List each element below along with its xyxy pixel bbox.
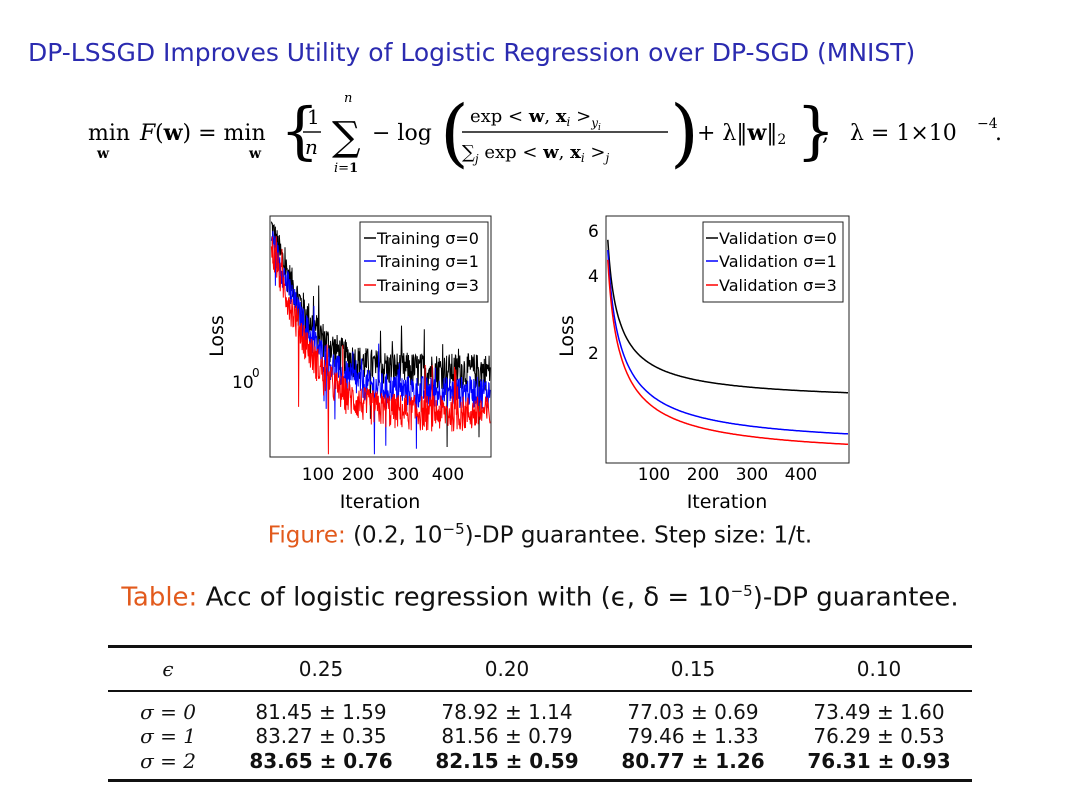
figure-caption-label: Figure: <box>267 522 346 549</box>
table-row: σ = 2 83.65 ± 0.76 82.15 ± 0.59 80.77 ± … <box>108 748 972 782</box>
training-xtick-400: 400 <box>432 465 464 485</box>
validation-ytick-2: 2 <box>588 344 599 364</box>
objective-formula: min w F (w) = min w { 1 n n ∑ i=1 − log … <box>0 88 1080 188</box>
training-xtick-200: 200 <box>342 465 374 485</box>
figure-caption-text-b: )-DP guarantee. Step size: 1/t. <box>464 522 813 549</box>
svg-text:min: min <box>88 121 130 146</box>
table-cell: 73.49 ± 1.60 <box>813 699 945 724</box>
training-plot-svg: Training σ=0 Training σ=1 Training σ=3 1… <box>206 215 492 513</box>
header-col-1: 0.25 <box>228 645 414 692</box>
svg-text:∑: ∑ <box>332 114 361 160</box>
svg-text:): ) <box>670 90 699 176</box>
training-ylabel: Loss <box>206 315 228 357</box>
table-cell-bold: 76.31 ± 0.93 <box>786 748 972 782</box>
training-loss-plot: Training σ=0 Training σ=1 Training σ=3 1… <box>200 208 500 522</box>
svg-text:{: { <box>280 94 319 167</box>
header-col-2: 0.20 <box>414 645 600 692</box>
table-header-row: ϵ 0.25 0.20 0.15 0.10 <box>108 645 972 692</box>
validation-ytick-6: 6 <box>588 222 599 242</box>
row-label: σ = 0 <box>140 699 196 724</box>
table-cell: 81.56 ± 0.79 <box>441 724 573 748</box>
training-legend: Training σ=0 Training σ=1 Training σ=3 <box>359 221 489 303</box>
svg-text:(w) = min: (w) = min <box>155 120 266 146</box>
svg-text:w: w <box>248 146 262 162</box>
validation-legend-box <box>702 221 844 303</box>
header-col-4: 0.10 <box>786 645 972 692</box>
table-cell-bold: 80.77 ± 1.26 <box>600 748 786 782</box>
svg-text:}: } <box>796 94 835 167</box>
table-cell: 76.29 ± 0.53 <box>813 724 945 748</box>
figure-caption-exp: −5 <box>442 520 465 538</box>
validation-series-line-2 <box>607 259 848 446</box>
validation-plot-svg: Validation σ=0 Validation σ=1 Validation… <box>556 215 850 513</box>
table-caption-text-b: )-DP guarantee. <box>752 582 959 613</box>
table-cell: 79.46 ± 1.33 <box>627 724 759 748</box>
table-caption-exp: −5 <box>730 582 753 600</box>
table-cell: 81.45 ± 1.59 <box>255 699 387 724</box>
validation-xtick-200: 200 <box>687 465 719 485</box>
table-caption-label: Table: <box>121 582 198 613</box>
legend-training-sigma3: Training σ=3 <box>376 276 479 295</box>
validation-ylabel: Loss <box>556 315 578 357</box>
svg-text:i=1: i=1 <box>334 161 358 176</box>
training-legend-box <box>359 221 489 303</box>
training-xtick-100: 100 <box>302 465 334 485</box>
training-xlabel: Iteration <box>340 491 421 513</box>
svg-text:F: F <box>139 121 156 146</box>
legend-validation-sigma0: Validation σ=0 <box>719 229 837 248</box>
table-cell-bold: 82.15 ± 0.59 <box>414 748 600 782</box>
validation-xtick-300: 300 <box>736 465 768 485</box>
validation-xtick-400: 400 <box>785 465 817 485</box>
table-cell-bold: 83.65 ± 0.76 <box>228 748 414 782</box>
validation-ytick-4: 4 <box>588 267 599 287</box>
svg-text:,: , <box>822 121 829 146</box>
svg-text:n: n <box>305 135 318 159</box>
validation-xlabel: Iteration <box>687 491 768 513</box>
validation-series-line-1 <box>607 249 849 435</box>
header-epsilon: ϵ <box>108 645 228 692</box>
svg-text:n: n <box>344 91 352 106</box>
svg-text:.: . <box>995 121 1002 146</box>
formula-svg: min w F (w) = min w { 1 n n ∑ i=1 − log … <box>88 90 1002 176</box>
lambda-exponent: −4 <box>977 116 998 132</box>
table-row: σ = 0 81.45 ± 1.59 78.92 ± 1.14 77.03 ± … <box>108 691 972 724</box>
svg-text:1: 1 <box>307 105 320 129</box>
table-row: σ = 1 83.27 ± 0.35 81.56 ± 0.79 79.46 ± … <box>108 724 972 749</box>
training-series-line-2 <box>270 236 491 455</box>
training-xtick-300: 300 <box>387 465 419 485</box>
slide-title: DP-LSSGD Improves Utility of Logistic Re… <box>28 38 916 67</box>
legend-training-sigma1: Training σ=1 <box>376 252 479 271</box>
legend-validation-sigma1: Validation σ=1 <box>719 252 837 271</box>
training-series-line-0 <box>270 221 491 448</box>
lambda-value: λ = 1×10 <box>850 121 957 146</box>
figure-caption-text-a: (0.2, 10 <box>353 522 443 549</box>
svg-text:∑j exp < w, xi >j: ∑j exp < w, xi >j <box>462 142 610 166</box>
training-ytick-1: 10 <box>232 373 254 393</box>
training-series-line-1 <box>270 230 491 455</box>
table-caption: Table: Acc of logistic regression with (… <box>0 582 1080 613</box>
table-cell: 77.03 ± 0.69 <box>627 699 759 724</box>
svg-text:exp < w, xi >yi: exp < w, xi >yi <box>470 106 601 133</box>
row-label: σ = 1 <box>140 724 196 748</box>
svg-text:+ λ‖w‖2: + λ‖w‖2 <box>697 120 786 148</box>
legend-validation-sigma3: Validation σ=3 <box>719 276 837 295</box>
validation-xtick-100: 100 <box>638 465 670 485</box>
table-cell: 78.92 ± 1.14 <box>441 699 573 724</box>
table-caption-text-a: Acc of logistic regression with (ϵ, δ = … <box>205 582 731 613</box>
accuracy-table: ϵ 0.25 0.20 0.15 0.10 σ = 0 81.45 ± 1.59… <box>108 645 972 782</box>
row-label: σ = 2 <box>108 748 228 782</box>
validation-legend: Validation σ=0 Validation σ=1 Validation… <box>702 221 844 303</box>
header-col-3: 0.15 <box>600 645 786 692</box>
svg-text:− log: − log <box>372 121 432 146</box>
svg-text:w: w <box>96 146 110 162</box>
figure-caption: Figure: (0.2, 10−5)-DP guarantee. Step s… <box>0 520 1080 549</box>
table-cell: 83.27 ± 0.35 <box>255 724 387 748</box>
training-ytick-exp: 0 <box>252 366 260 380</box>
validation-loss-plot: Validation σ=0 Validation σ=1 Validation… <box>550 208 855 522</box>
validation-series-line-0 <box>607 239 848 394</box>
legend-training-sigma0: Training σ=0 <box>376 229 479 248</box>
svg-text:(: ( <box>440 90 469 176</box>
